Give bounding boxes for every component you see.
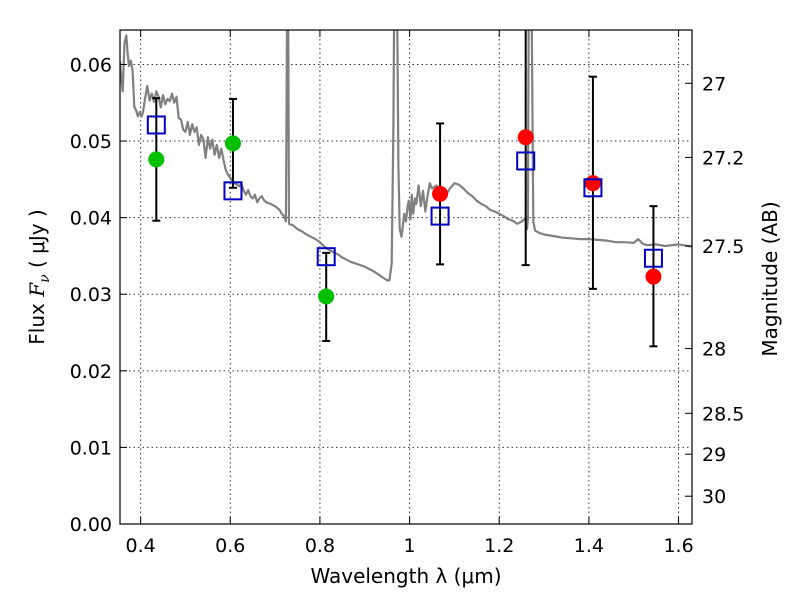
data-point-circle bbox=[645, 268, 662, 285]
x-tick-label: 0.8 bbox=[305, 535, 335, 557]
right-axis-label: Magnitude (AB) bbox=[758, 201, 782, 356]
right-tick-label: 29 bbox=[702, 444, 726, 466]
y-tick-label: 0.04 bbox=[70, 208, 112, 230]
x-tick-label: 1.2 bbox=[484, 535, 514, 557]
y-axis-label-prefix: Flux bbox=[25, 297, 49, 345]
plot-frame bbox=[119, 29, 693, 525]
axis-ticks: 0.4 0.6 0.8 1 1.2 1.4 1.6 0.00 0.01 0.02 0.03 0.04 0… bbox=[70, 30, 744, 557]
y-tick-label: 0.06 bbox=[70, 54, 112, 76]
data-point-circle bbox=[318, 288, 335, 305]
right-tick-label: 27.2 bbox=[702, 147, 744, 169]
y-tick-label: 0.02 bbox=[70, 361, 112, 383]
model-spectrum-line bbox=[120, 30, 692, 282]
y-axis-label-subscript: ν bbox=[37, 274, 53, 283]
x-tick-label: 1 bbox=[404, 535, 416, 557]
right-tick-label: 28.5 bbox=[702, 403, 744, 425]
data-point-square bbox=[516, 151, 536, 171]
y-axis-label: Flux Fν ( μJy ) bbox=[25, 209, 53, 344]
plot-area bbox=[120, 30, 692, 348]
data-point-square bbox=[316, 247, 336, 267]
y-axis-label-symbol: F bbox=[25, 282, 49, 298]
x-tick-label: 0.4 bbox=[126, 535, 156, 557]
data-point-circle bbox=[517, 129, 534, 146]
right-tick-label: 27 bbox=[702, 73, 726, 95]
right-tick-label: 28 bbox=[702, 339, 726, 361]
y-tick-label: 0.03 bbox=[70, 284, 112, 306]
data-point-square bbox=[146, 115, 166, 135]
x-axis-label: Wavelength λ (μm) bbox=[310, 564, 501, 588]
y-tick-label: 0.05 bbox=[70, 131, 112, 153]
right-tick-label: 27.5 bbox=[702, 236, 744, 258]
plot-background bbox=[120, 30, 692, 524]
data-point-circle bbox=[224, 135, 241, 152]
data-point-circle bbox=[432, 185, 449, 202]
data-point-square bbox=[643, 248, 663, 268]
x-tick-label: 1.6 bbox=[663, 535, 693, 557]
data-point-square bbox=[583, 178, 603, 198]
x-tick-label: 1.4 bbox=[574, 535, 604, 557]
data-point-circle bbox=[148, 151, 165, 168]
data-point-square bbox=[223, 181, 243, 201]
x-tick-label: 0.6 bbox=[215, 535, 245, 557]
right-tick-label: 30 bbox=[702, 486, 726, 508]
data-point-square bbox=[430, 206, 450, 226]
y-axis-label-suffix: ( μJy ) bbox=[25, 209, 49, 274]
data-point-circle bbox=[584, 175, 601, 192]
y-tick-label: 0.01 bbox=[70, 437, 112, 459]
y-tick-label: 0.00 bbox=[70, 514, 112, 536]
